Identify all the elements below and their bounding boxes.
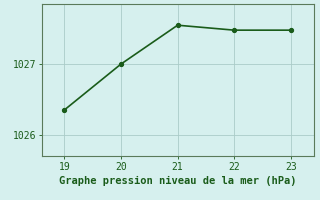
- X-axis label: Graphe pression niveau de la mer (hPa): Graphe pression niveau de la mer (hPa): [59, 176, 296, 186]
